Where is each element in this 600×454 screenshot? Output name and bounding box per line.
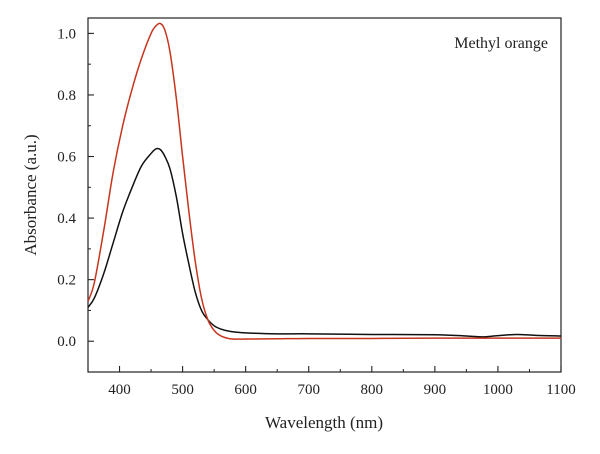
series-line-0 [87, 147, 562, 338]
y-tick-label-4: 0.8 [57, 88, 76, 104]
y-tick-label-0: 0.0 [57, 334, 76, 350]
y-axis-title: Absorbance (a.u.) [21, 134, 40, 255]
y-tick-label-3: 0.6 [57, 150, 76, 166]
x-tick-label-400: 400 [108, 382, 131, 398]
series-line-1 [87, 22, 561, 340]
x-tick-label-1000: 1000 [483, 382, 513, 398]
x-axis-title: Wavelength (nm) [265, 413, 383, 432]
x-tick-label-800: 800 [361, 382, 384, 398]
y-tick-label-2: 0.4 [57, 211, 76, 227]
x-tick-label-700: 700 [297, 382, 320, 398]
x-tick-label-600: 600 [234, 382, 257, 398]
series-lines [87, 22, 562, 340]
y-tick-label-5: 1.0 [57, 26, 76, 42]
x-tick-label-500: 500 [171, 382, 194, 398]
annotation-label: Methyl orange [454, 35, 548, 52]
axis-ticks [87, 32, 562, 373]
x-tick-label-900: 900 [424, 382, 447, 398]
y-tick-label-1: 0.2 [57, 273, 76, 289]
plot-area [87, 17, 562, 373]
x-tick-label-1100: 1100 [546, 382, 575, 398]
axis-tick-labels: 400 500 600 700 800 900 1000 1100 0.0 0.2 0.4 0.6 0.… [57, 26, 575, 398]
